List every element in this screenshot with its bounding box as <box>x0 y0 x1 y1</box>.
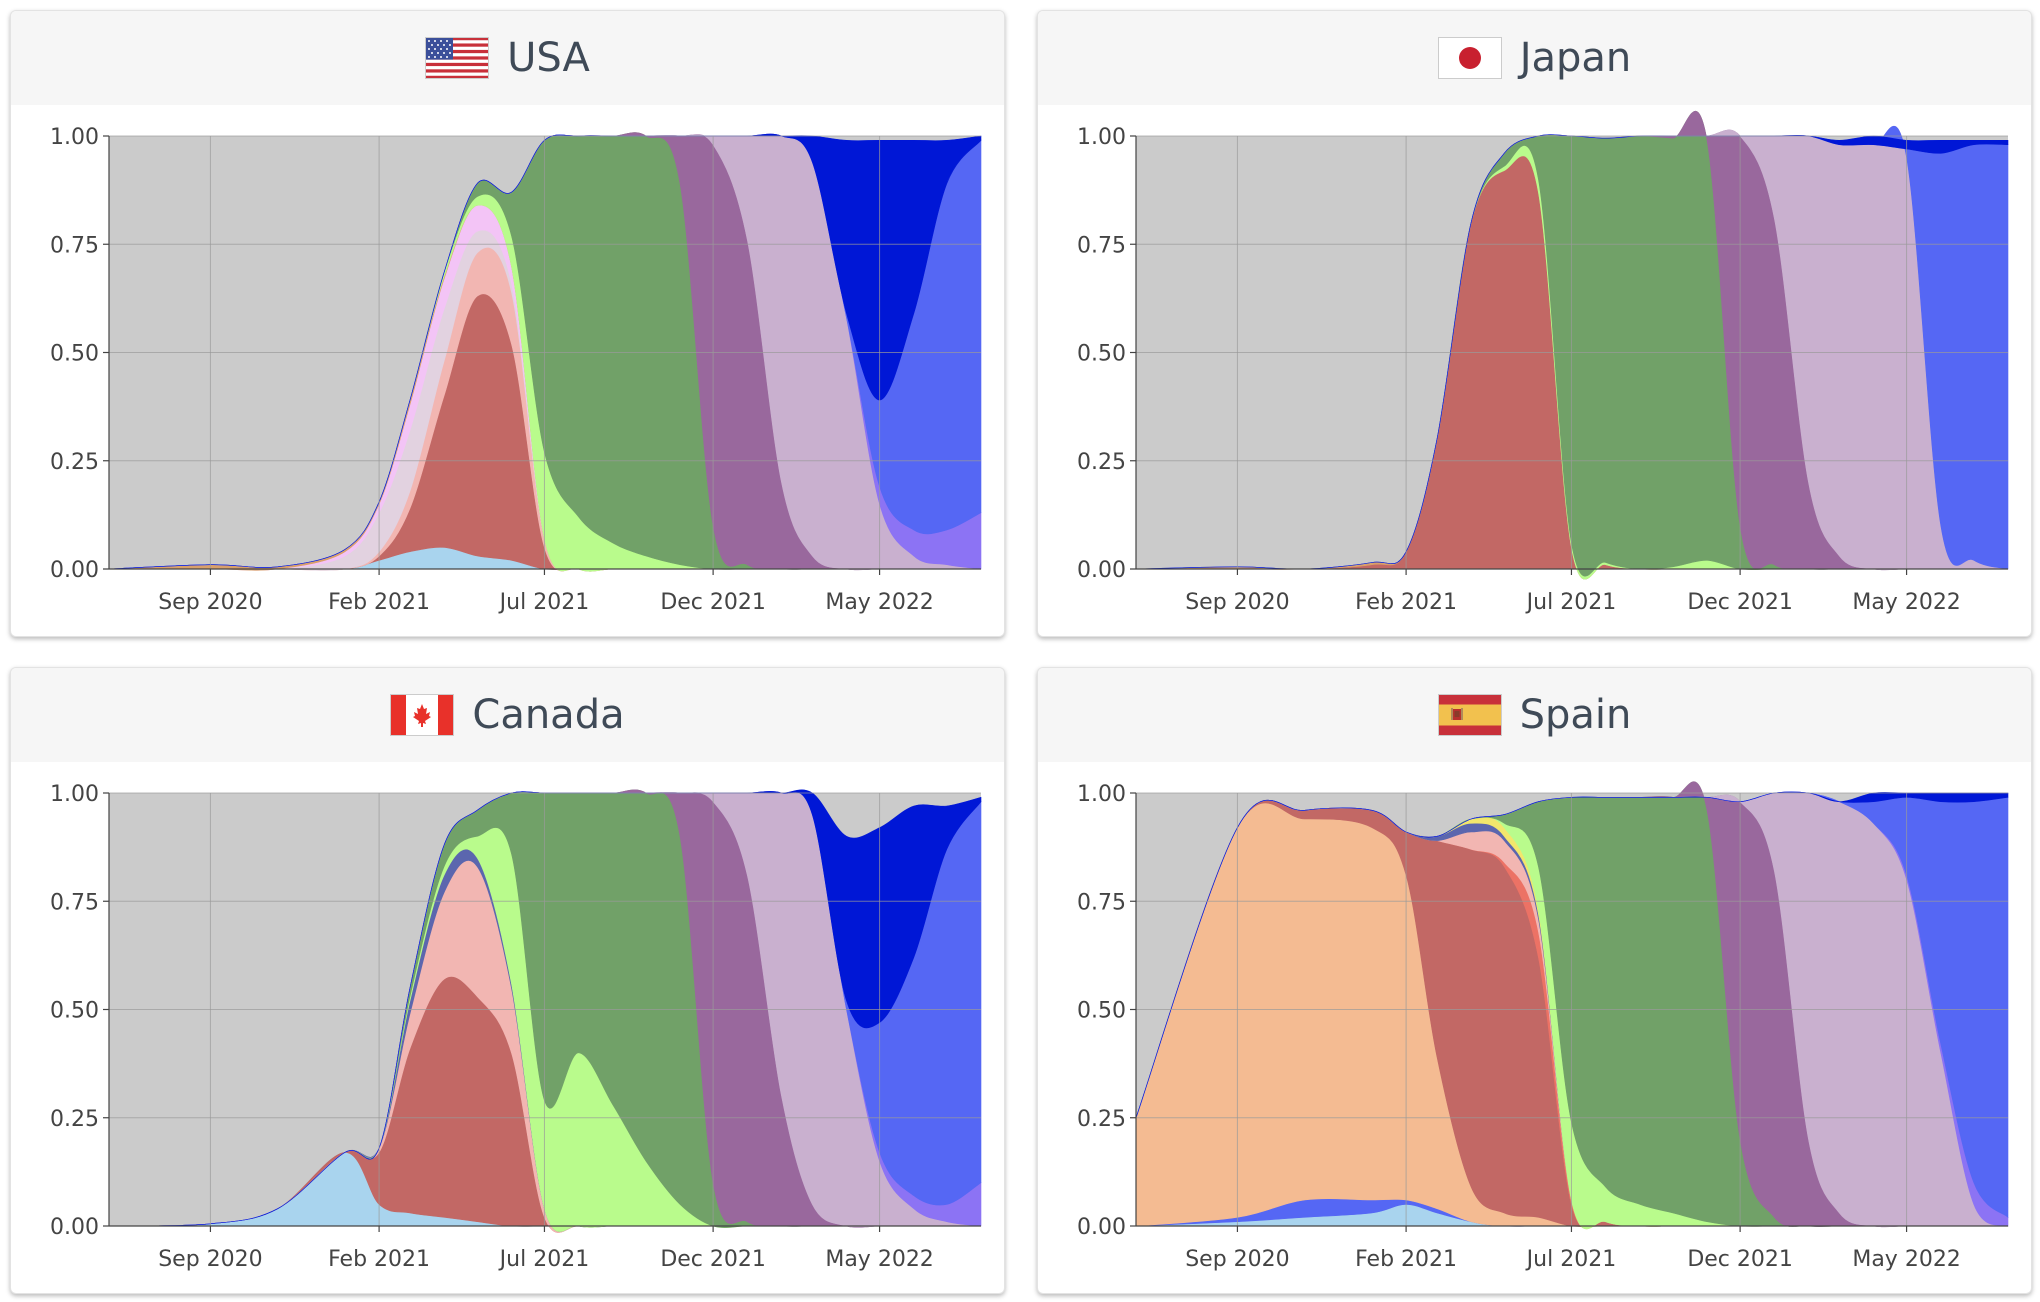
area-series-7 <box>1135 134 2009 570</box>
x-tick-label: Dec 2021 <box>1687 590 1793 615</box>
stacked-area-chart: 0.00 0.25 0.50 0.75 1.00 Sep 2020 Feb 2021 Jul … <box>50 782 982 1272</box>
x-tick-label: Sep 2020 <box>1185 1247 1289 1272</box>
y-tick-label: 0.50 <box>1077 999 1126 1024</box>
panel-title: Spain <box>1519 692 1632 738</box>
x-tick-label: Jul 2021 <box>498 1247 590 1272</box>
x-tick-label: Dec 2021 <box>660 590 766 615</box>
panel-header: Canada <box>11 668 1004 762</box>
x-tick-label: Dec 2021 <box>1687 1247 1793 1272</box>
y-tick-label: 1.00 <box>50 782 99 807</box>
y-tick-label: 0.75 <box>50 890 99 915</box>
x-tick-label: Sep 2020 <box>158 1247 262 1272</box>
y-tick-label: 0.25 <box>1077 450 1126 475</box>
y-tick-label: 0.75 <box>1077 233 1126 258</box>
x-tick-label: Feb 2021 <box>328 1247 430 1272</box>
panel-header: Spain <box>1038 668 2031 762</box>
y-tick-label: 0.50 <box>50 342 99 367</box>
chart-panel-spain: Spain 0.00 0.25 0.50 0.75 1.00 Sep 2020 Feb 20… <box>1037 667 2032 1294</box>
chart-panel-usa: USA 0.00 0.25 0.50 0.75 1.00 Sep 2020 Feb 2021… <box>10 10 1005 637</box>
y-tick-label: 0.75 <box>1077 890 1126 915</box>
y-tick-label: 0.00 <box>1077 558 1126 583</box>
us-flag-icon <box>425 37 490 79</box>
x-tick-label: Feb 2021 <box>328 590 430 615</box>
x-tick-label: Feb 2021 <box>1355 590 1457 615</box>
x-tick-label: Sep 2020 <box>158 590 262 615</box>
spain-flag-icon <box>1437 694 1502 736</box>
y-tick-label: 1.00 <box>1077 125 1126 150</box>
x-tick-label: Feb 2021 <box>1355 1247 1457 1272</box>
area-series-12 <box>108 133 982 570</box>
x-tick-label: May 2022 <box>1852 1247 1960 1272</box>
y-tick-label: 0.50 <box>50 999 99 1024</box>
y-tick-label: 0.75 <box>50 233 99 258</box>
y-tick-label: 1.00 <box>50 125 99 150</box>
stacked-area-chart: 0.00 0.25 0.50 0.75 1.00 Sep 2020 Feb 2021 Jul … <box>50 125 982 615</box>
chart-panel-japan: Japan 0.00 0.25 0.50 0.75 1.00 Sep 2020 Feb 20… <box>1037 10 2032 637</box>
area-series-10 <box>108 789 982 1227</box>
x-tick-label: May 2022 <box>1852 590 1960 615</box>
panel-title: Canada <box>472 692 625 738</box>
x-tick-label: Jul 2021 <box>1525 1247 1617 1272</box>
panel-title: Japan <box>1519 35 1632 81</box>
stacked-area-chart: 0.00 0.25 0.50 0.75 1.00 Sep 2020 Feb 2021 Jul … <box>1077 110 2009 615</box>
panel-header: USA <box>11 11 1004 105</box>
canada-flag-icon <box>390 694 455 736</box>
y-tick-label: 0.00 <box>1077 1215 1126 1240</box>
japan-flag-icon <box>1437 37 1502 79</box>
chart-panel-canada: Canada 0.00 0.25 0.50 0.75 1.00 Sep 2020 Feb 2… <box>10 667 1005 1294</box>
x-tick-label: May 2022 <box>825 1247 933 1272</box>
x-tick-label: Jul 2021 <box>1525 590 1617 615</box>
y-tick-label: 0.25 <box>1077 1107 1126 1132</box>
y-tick-label: 0.00 <box>50 1215 99 1240</box>
y-tick-label: 0.25 <box>50 1107 99 1132</box>
panel-header: Japan <box>1038 11 2031 105</box>
x-tick-label: Sep 2020 <box>1185 590 1289 615</box>
y-tick-label: 0.50 <box>1077 342 1126 367</box>
x-tick-label: May 2022 <box>825 590 933 615</box>
y-tick-label: 0.25 <box>50 450 99 475</box>
stacked-area-chart: 0.00 0.25 0.50 0.75 1.00 Sep 2020 Feb 2021 Jul … <box>1077 781 2010 1272</box>
x-tick-label: Jul 2021 <box>498 590 590 615</box>
x-tick-label: Dec 2021 <box>660 1247 766 1272</box>
y-tick-label: 1.00 <box>1077 782 1126 807</box>
y-tick-label: 0.00 <box>50 558 99 583</box>
panel-title: USA <box>507 35 590 81</box>
area-series-14 <box>1135 791 2009 1118</box>
